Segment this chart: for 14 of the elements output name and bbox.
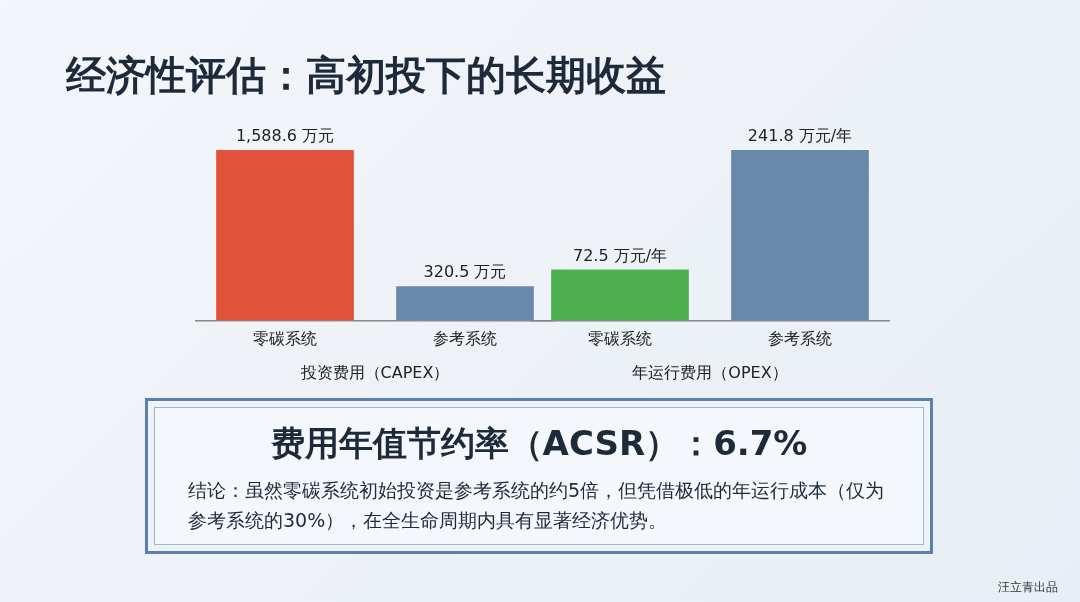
text: 结论：虽然零碳系统初始投资是参考系统的约5倍，但凭借极低的年运行成本（仅为参考系统的30%），在全生命周期内具有显著经济优势。: [188, 478, 886, 533]
chart-title: 经济性评估：高初投下的长期收益: [66, 51, 666, 100]
x-axis-title: 投资费用（CAPEX）: [299, 362, 450, 382]
data-label: 1,588.6 万元: [235, 126, 335, 146]
x-tick-label: 零碳系统: [588, 329, 652, 349]
x-tick-label: 参考系统: [433, 329, 497, 349]
data-label: 241.8 万元/年: [747, 126, 853, 146]
data-label: 320.5 万元: [423, 262, 507, 282]
x-axis-title: 年运行费用（OPEX）: [632, 362, 788, 382]
x-tick-label: 参考系统: [768, 329, 832, 349]
x-tick-label: 零碳系统: [253, 329, 317, 349]
text: 费用年值节约率（ACSR）：6.7%: [269, 422, 809, 465]
data-label: 72.5 万元/年: [572, 245, 668, 265]
text: 汪立青出品: [998, 579, 1058, 596]
